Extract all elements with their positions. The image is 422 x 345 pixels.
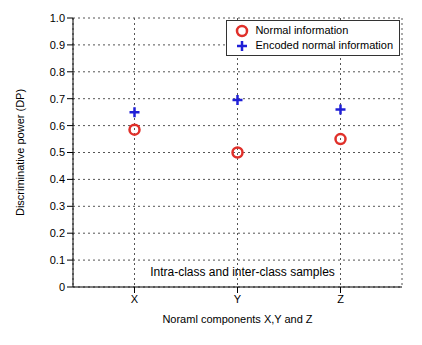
svg-text:0.4: 0.4 xyxy=(50,173,65,185)
svg-text:0.9: 0.9 xyxy=(50,39,65,51)
html-text:Intra-class and inter-class sa: Intra-class and inter-class samples xyxy=(150,265,335,279)
svg-text:0.5: 0.5 xyxy=(50,146,65,158)
svg-text:0.6: 0.6 xyxy=(50,120,65,132)
svg-text:0.7: 0.7 xyxy=(50,93,65,105)
svg-text:X: X xyxy=(131,293,139,305)
html-text:Encoded normal information: Encoded normal information xyxy=(255,39,393,51)
svg-text:0.2: 0.2 xyxy=(50,227,65,239)
svg-text:Z: Z xyxy=(337,293,344,305)
svg-text:Discriminative power (DP): Discriminative power (DP) xyxy=(14,89,26,216)
svg-text:0.3: 0.3 xyxy=(50,200,65,212)
svg-text:Noraml components X,Y and Z: Noraml components X,Y and Z xyxy=(162,313,312,325)
svg-text:0.8: 0.8 xyxy=(50,66,65,78)
svg-text:1.0: 1.0 xyxy=(50,12,65,24)
svg-text:Y: Y xyxy=(234,293,242,305)
html-text:Normal information: Normal information xyxy=(255,24,349,36)
svg-text:0: 0 xyxy=(59,281,65,293)
svg-text:0.1: 0.1 xyxy=(50,254,65,266)
